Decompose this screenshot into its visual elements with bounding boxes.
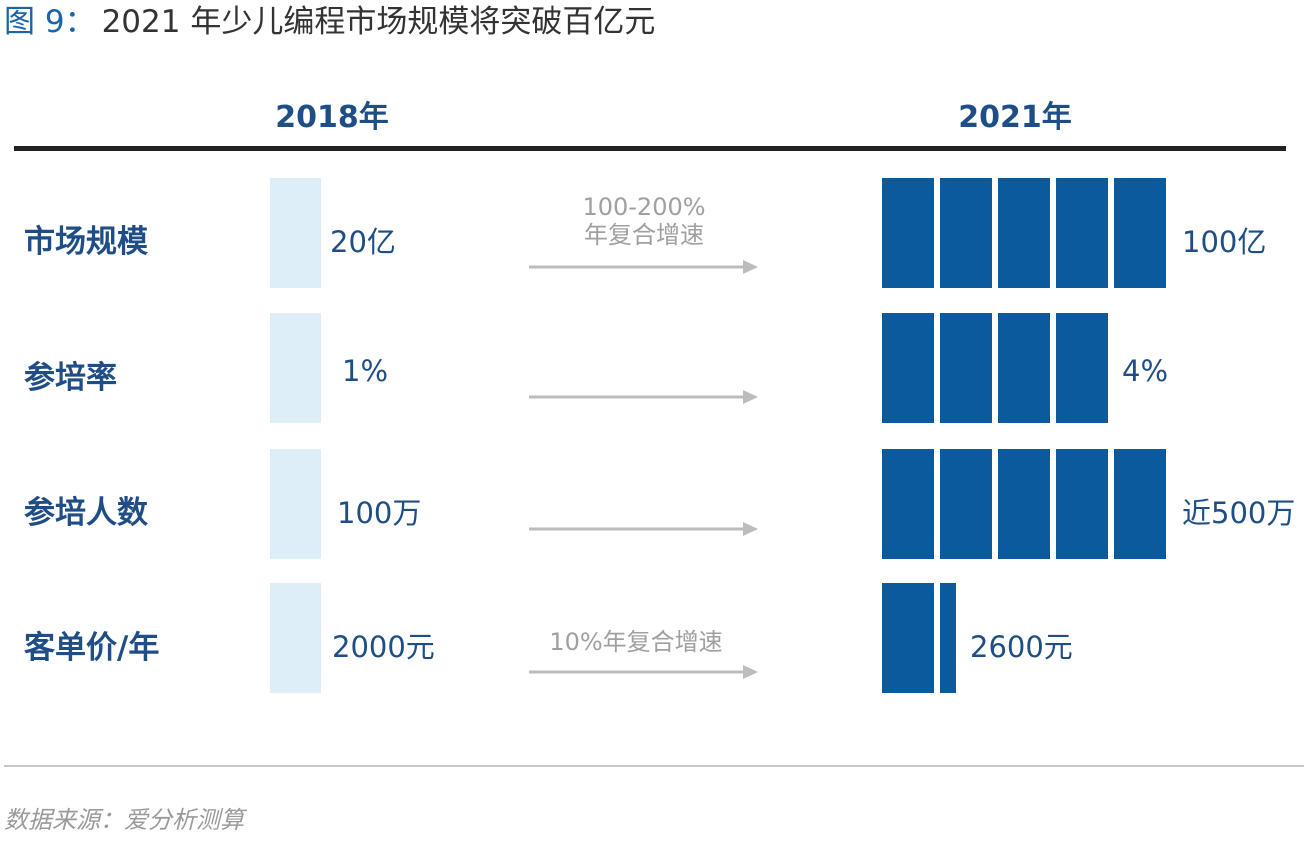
value-block: [882, 178, 934, 288]
target-value-participation-rate: 4%: [1122, 354, 1169, 388]
figure-title-text: 2021 年少儿编程市场规模将突破百亿元: [101, 4, 656, 40]
blocks-participants: [882, 449, 1172, 559]
value-block: [1114, 449, 1166, 559]
source-note: 数据来源：爱分析测算: [4, 806, 244, 834]
value-block: [1056, 449, 1108, 559]
target-value-participants: 近500万: [1182, 496, 1296, 530]
arrow-market-size: [529, 260, 758, 274]
value-block: [1056, 178, 1108, 288]
base-bar-market-size: [270, 178, 321, 288]
row-label-participation-rate: 参培率: [24, 360, 117, 396]
growth-note-line: 100-200%: [582, 193, 706, 221]
figure-title-colon: ：: [64, 4, 96, 40]
arrow-price-per-year: [529, 665, 758, 679]
blocks-market-size: [882, 178, 1172, 288]
value-block-partial: [940, 583, 956, 693]
value-block: [998, 178, 1050, 288]
base-value-price-per-year: 2000元: [332, 630, 435, 664]
base-bar-price-per-year: [270, 583, 321, 693]
arrow-participation-rate: [529, 390, 758, 404]
growth-note-market-size: 100-200% 年复合增速: [544, 193, 744, 249]
value-block: [998, 449, 1050, 559]
value-block: [882, 449, 934, 559]
base-value-participation-rate: 1%: [342, 354, 389, 388]
value-block: [882, 313, 934, 423]
row-label-market-size: 市场规模: [24, 224, 148, 260]
row-label-participants: 参培人数: [24, 495, 148, 531]
target-value-market-size: 100亿: [1182, 225, 1267, 259]
value-block: [1056, 313, 1108, 423]
value-block: [998, 313, 1050, 423]
blocks-price-per-year: [882, 583, 956, 693]
value-block: [940, 313, 992, 423]
figure-number: 图 9: [4, 4, 65, 40]
base-value-market-size: 20亿: [330, 225, 396, 259]
footer-divider: [4, 765, 1304, 767]
column-header-2021: 2021年: [958, 100, 1072, 135]
base-bar-participation-rate: [270, 313, 321, 423]
value-block: [882, 583, 934, 693]
blocks-participation-rate: [882, 313, 1114, 423]
base-bar-participants: [270, 449, 321, 559]
row-label-price-per-year: 客单价/年: [24, 630, 160, 666]
figure-title: 图 9： 2021 年少儿编程市场规模将突破百亿元: [4, 2, 655, 42]
value-block: [940, 178, 992, 288]
growth-note-line: 年复合增速: [584, 221, 704, 249]
column-header-2018: 2018年: [275, 100, 389, 135]
growth-note-price-per-year: 10%年复合增速: [536, 628, 736, 656]
value-block: [940, 449, 992, 559]
header-divider: [14, 146, 1286, 151]
target-value-price-per-year: 2600元: [970, 630, 1073, 664]
value-block: [1114, 178, 1166, 288]
growth-note-line: 10%年复合增速: [549, 628, 723, 656]
base-value-participants: 100万: [337, 496, 422, 530]
arrow-participants: [529, 522, 758, 536]
